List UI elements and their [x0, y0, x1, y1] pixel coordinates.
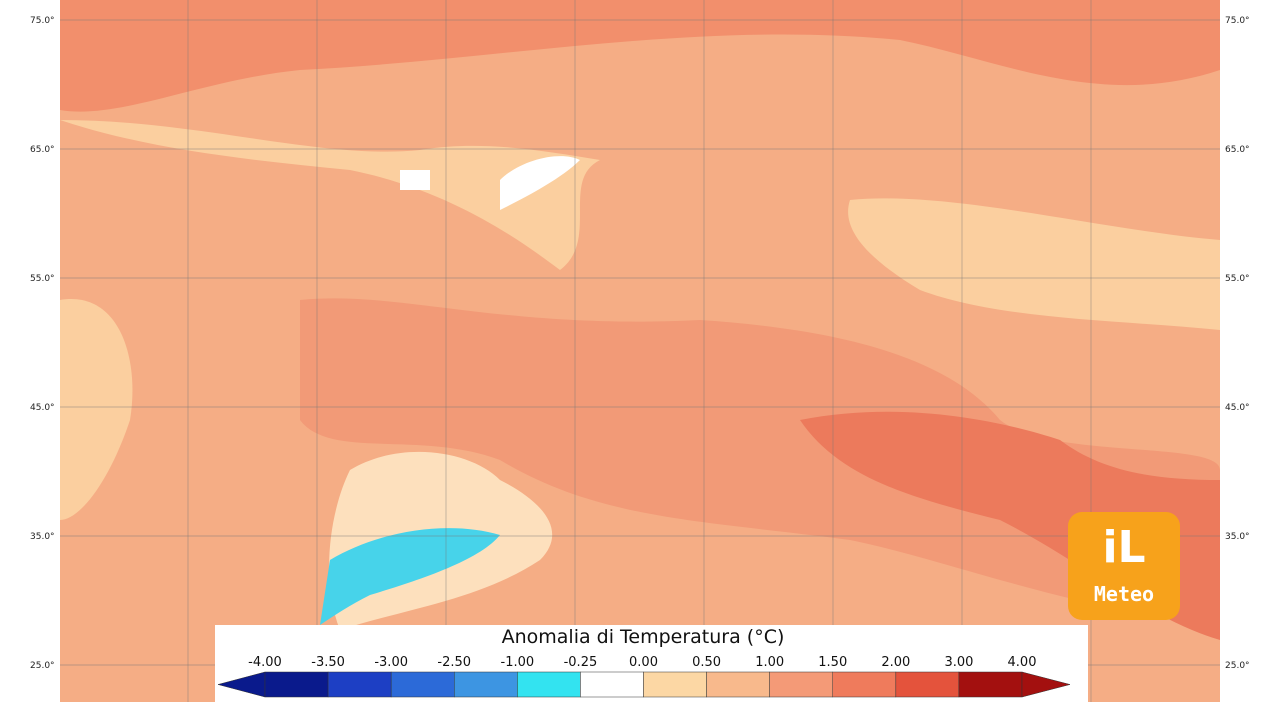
legend-tick-label: -1.00	[501, 655, 535, 670]
colorbar-segment	[706, 671, 770, 698]
colorbar-segment	[517, 671, 581, 698]
latitude-labels: 75.0° 75.0° 65.0° 65.0° 55.0° 55.0° 45.0° 45.0°…	[30, 16, 1250, 671]
legend-tick-label: 4.00	[1008, 655, 1037, 670]
colorbar-segment	[832, 671, 897, 698]
colorbar-segment	[454, 671, 518, 698]
colorbar-segment	[958, 671, 1023, 698]
legend-tick-label: -4.00	[248, 655, 282, 670]
latitude-label: 65.0°	[1225, 145, 1250, 155]
colorbar-segment	[264, 671, 329, 698]
latitude-label: 25.0°	[30, 661, 55, 671]
colorbar: -4.00 -3.50 -3.00 -2.50 -1.00 -0.25 0.00 0.50 1.…	[217, 655, 1071, 698]
latitude-label: 45.0°	[30, 403, 55, 413]
legend-tick-label: 1.50	[818, 655, 847, 670]
latitude-label: 65.0°	[30, 145, 55, 155]
legend-tick-label: -3.00	[374, 655, 408, 670]
colorbar-segment	[390, 671, 455, 698]
logo-name: Meteo	[1094, 582, 1154, 606]
legend-tick-label: -0.25	[564, 655, 598, 670]
latitude-label: 75.0°	[30, 16, 55, 26]
legend-tick-label: 0.50	[692, 655, 721, 670]
latitude-label: 75.0°	[1225, 16, 1250, 26]
latitude-label: 35.0°	[1225, 532, 1250, 542]
legend-tick-label: 1.00	[755, 655, 784, 670]
legend-tick-label: 0.00	[629, 655, 658, 670]
logo: iL Meteo	[1068, 512, 1180, 620]
legend-tick-label: 2.00	[881, 655, 910, 670]
colorbar-segment	[327, 671, 392, 698]
legend-tick-label: -2.50	[437, 655, 471, 670]
colorbar-arrow	[1021, 671, 1071, 698]
colorbar-segment	[580, 671, 644, 698]
legend-title: Anomalia di Temperatura (°C)	[502, 626, 785, 648]
latitude-label: 45.0°	[1225, 403, 1250, 413]
latitude-label: 55.0°	[30, 274, 55, 284]
latitude-label: 25.0°	[1225, 661, 1250, 671]
latitude-label: 55.0°	[1225, 274, 1250, 284]
latitude-label: 35.0°	[30, 532, 55, 542]
logo-mark: iL	[1102, 522, 1145, 573]
legend-tick-label: 3.00	[944, 655, 973, 670]
colorbar-segment	[769, 671, 834, 698]
colorbar-segment	[895, 671, 960, 698]
colorbar-segment	[643, 671, 707, 698]
legend-tick-label: -3.50	[311, 655, 345, 670]
